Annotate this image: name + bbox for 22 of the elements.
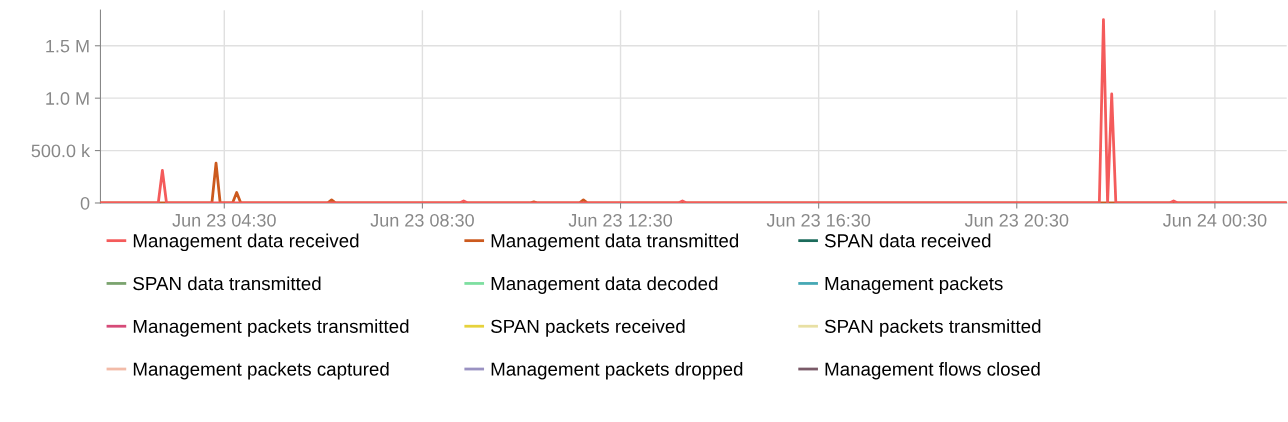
legend-label: Management data transmitted bbox=[491, 233, 739, 252]
legend-label: Management packets captured bbox=[133, 362, 389, 380]
y-tick-label: 500.0 k bbox=[31, 144, 91, 158]
x-tick-label: Jun 23 08:30 bbox=[370, 213, 474, 227]
legend-label: Management packets dropped bbox=[491, 362, 743, 380]
x-tick-label: Jun 23 20:30 bbox=[964, 213, 1069, 227]
legend-label: Management flows closed bbox=[825, 362, 1040, 380]
legend-label: SPAN packets received bbox=[491, 319, 685, 337]
legend-label: Management packets transmitted bbox=[133, 319, 409, 337]
legend-label: Management data decoded bbox=[491, 276, 718, 294]
y-tick-label: 0 bbox=[80, 196, 90, 210]
y-tick-label: 1.0 M bbox=[46, 92, 89, 105]
legend-label: SPAN packets transmitted bbox=[824, 319, 1041, 337]
y-tick-label: 1.5 M bbox=[46, 39, 89, 53]
legend-label: Management data received bbox=[133, 233, 359, 252]
x-tick-label: Jun 24 00:30 bbox=[1162, 213, 1267, 227]
legend-label: SPAN data received bbox=[824, 233, 991, 248]
legend-label: SPAN data transmitted bbox=[133, 276, 321, 291]
x-tick-label: Jun 23 12:30 bbox=[568, 213, 673, 227]
legend-label: Management packets bbox=[825, 276, 1003, 294]
x-tick-label: Jun 23 16:30 bbox=[766, 213, 871, 227]
x-tick-label: Jun 23 04:30 bbox=[172, 213, 276, 227]
